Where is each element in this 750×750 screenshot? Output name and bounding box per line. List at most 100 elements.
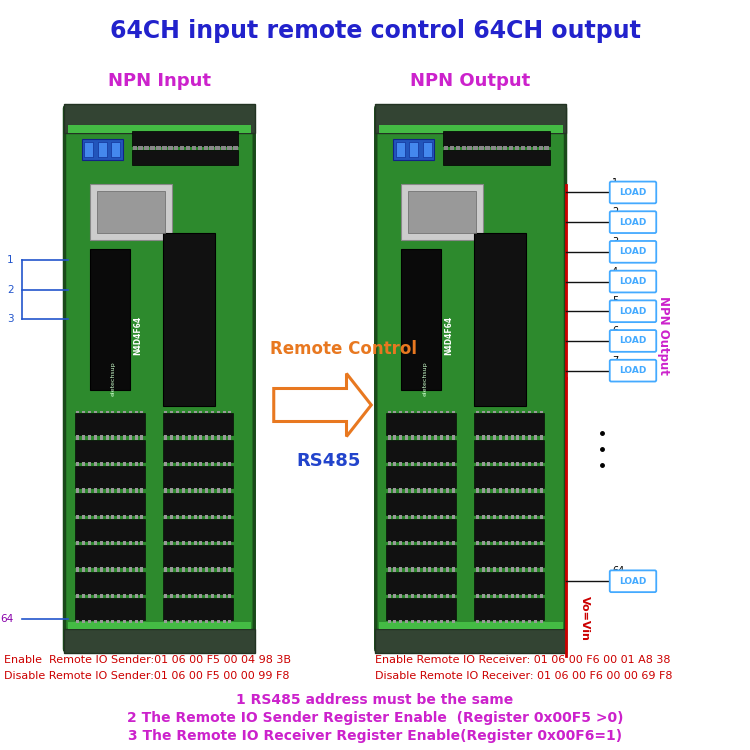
Bar [388, 462, 391, 464]
Bar [528, 411, 531, 413]
Bar [123, 541, 126, 543]
Bar [211, 411, 214, 413]
Bar [200, 594, 202, 596]
Bar [528, 543, 531, 545]
Bar [411, 517, 414, 519]
Bar [88, 620, 91, 622]
Bar [443, 150, 550, 165]
Bar [117, 411, 120, 413]
Bar [476, 568, 478, 570]
Bar [182, 462, 185, 464]
Bar [111, 594, 114, 596]
Bar [94, 490, 97, 493]
Text: NPN Output: NPN Output [657, 296, 670, 375]
Bar [422, 435, 425, 437]
Bar [476, 620, 478, 622]
Bar [192, 146, 196, 150]
Bar [488, 411, 490, 413]
Bar [399, 517, 402, 519]
Bar [505, 411, 508, 413]
Bar [106, 517, 109, 519]
Bar [473, 146, 478, 150]
Bar [440, 464, 443, 466]
Bar [75, 413, 145, 435]
Bar [499, 541, 502, 543]
Bar [188, 411, 190, 413]
Bar [450, 146, 454, 150]
Bar [200, 620, 202, 622]
Bar [494, 543, 496, 545]
Bar [150, 146, 154, 150]
Bar [106, 490, 109, 493]
Bar [100, 543, 103, 545]
Bar [229, 594, 232, 596]
Bar [117, 488, 120, 490]
Bar [117, 514, 120, 517]
Bar [182, 488, 185, 490]
Bar [534, 596, 537, 598]
Bar [399, 620, 402, 622]
Bar [182, 514, 185, 517]
Bar [479, 146, 484, 150]
Bar [82, 139, 123, 160]
Bar [211, 543, 214, 545]
Bar [446, 620, 448, 622]
Bar [156, 146, 160, 150]
Bar [194, 411, 196, 413]
Bar [170, 543, 173, 545]
Bar [211, 514, 214, 517]
Bar [434, 541, 437, 543]
Bar [206, 570, 209, 572]
Bar [176, 435, 179, 437]
Bar [188, 517, 190, 519]
Bar [194, 570, 196, 572]
Bar [100, 570, 103, 572]
Bar [117, 543, 120, 545]
Text: LOAD: LOAD [620, 188, 646, 197]
Bar [434, 490, 437, 493]
Bar [411, 411, 414, 413]
Bar [133, 146, 137, 150]
Bar [174, 146, 178, 150]
Bar [117, 620, 120, 622]
Bar [100, 517, 103, 519]
Bar [517, 435, 520, 437]
Bar [386, 440, 456, 462]
Bar [106, 594, 109, 596]
Bar [499, 462, 502, 464]
Bar [206, 568, 209, 570]
Bar [494, 464, 496, 466]
Bar [482, 541, 484, 543]
Bar [505, 570, 508, 572]
Bar [440, 543, 443, 545]
Bar [75, 572, 145, 594]
Bar [386, 493, 456, 514]
Bar [88, 464, 91, 466]
Bar [182, 464, 185, 466]
Bar [422, 541, 425, 543]
Bar [452, 594, 454, 596]
Bar [485, 146, 490, 150]
Bar [188, 490, 190, 493]
Bar [534, 488, 537, 490]
Bar [540, 488, 543, 490]
Bar [411, 490, 414, 493]
Bar [526, 146, 531, 150]
Bar [499, 464, 502, 466]
Bar [411, 543, 414, 545]
Bar [482, 620, 484, 622]
Bar [200, 596, 202, 598]
Bar [176, 570, 179, 572]
Bar [505, 437, 508, 440]
Bar [164, 543, 167, 545]
Bar [528, 462, 531, 464]
Bar [170, 488, 173, 490]
Bar [388, 464, 391, 466]
Bar [497, 146, 502, 150]
Bar [505, 620, 508, 622]
Bar [229, 620, 232, 622]
Bar [440, 594, 443, 596]
Bar [211, 464, 214, 466]
Bar [405, 488, 408, 490]
Bar [434, 462, 437, 464]
